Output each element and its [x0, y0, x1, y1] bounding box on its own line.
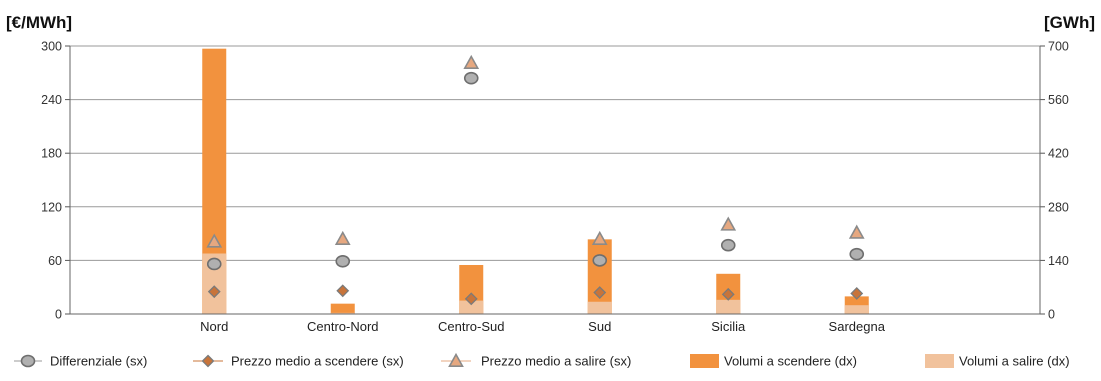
- marker-prezzo-medio-a-salire: [720, 216, 737, 231]
- legend-label: Prezzo medio a scendere (sx): [231, 354, 404, 369]
- legend-swatch-volumi-scendere: [690, 354, 719, 368]
- marker-differenziale: [849, 247, 865, 261]
- right-tick-label: 700: [1048, 40, 1069, 54]
- marker-prezzo-medio-a-scendere: [336, 284, 350, 298]
- bar-volumi-a-scendere: [587, 239, 612, 314]
- right-tick-label: 280: [1048, 200, 1069, 214]
- bar-volumi-a-scendere: [330, 303, 355, 314]
- legend: Differenziale (sx) Prezzo medio a scender…: [14, 352, 1070, 369]
- bar-volumi-a-salire: [716, 299, 741, 314]
- gridlines: [70, 45, 1040, 261]
- marker-differenziale: [335, 254, 351, 268]
- marker-prezzo-medio-a-salire: [334, 230, 351, 245]
- left-tick-label: 60: [48, 254, 62, 268]
- legend-symbol-prezzo-scendere: [201, 354, 215, 368]
- category-label: Centro-Sud: [438, 319, 504, 334]
- right-tick-label: 140: [1048, 254, 1069, 268]
- legend-label: Differenziale (sx): [50, 354, 147, 369]
- right-tick-label: 560: [1048, 93, 1069, 107]
- marker-prezzo-medio-a-scendere: [464, 292, 478, 306]
- legend-label: Volumi a salire (dx): [959, 354, 1070, 369]
- marker-prezzo-medio-a-scendere: [593, 286, 607, 299]
- left-tick-label: 180: [41, 147, 62, 161]
- markers: [206, 54, 865, 306]
- bar-volumi-a-salire: [587, 301, 612, 314]
- category-label: Sardegna: [829, 319, 886, 334]
- right-tick-label: 420: [1048, 147, 1069, 161]
- left-axis-unit-label: [€/MWh]: [6, 13, 72, 32]
- legend-label: Volumi a scendere (dx): [724, 354, 857, 369]
- marker-prezzo-medio-a-scendere: [207, 285, 221, 299]
- left-tick-label: 240: [41, 93, 62, 107]
- bar-volumi-a-salire: [844, 305, 869, 314]
- axes: 0 0 60 140 120 280 180 420 240 560 300 700 Nord Centr…: [41, 40, 1069, 335]
- marker-prezzo-medio-a-salire: [206, 233, 223, 248]
- marker-differenziale: [463, 71, 479, 85]
- marker-prezzo-medio-a-salire: [591, 230, 608, 245]
- right-tick-label: 0: [1048, 308, 1055, 322]
- marker-prezzo-medio-a-salire: [463, 54, 480, 69]
- marker-differenziale: [592, 254, 608, 267]
- marker-prezzo-medio-a-scendere: [721, 287, 735, 301]
- left-tick-label: 0: [55, 308, 62, 322]
- category-label: Sicilia: [711, 319, 746, 334]
- bar-volumi-a-salire: [330, 312, 355, 314]
- marker-differenziale: [720, 238, 736, 252]
- marker-prezzo-medio-a-scendere: [850, 287, 864, 300]
- marker-differenziale: [206, 257, 222, 271]
- marker-prezzo-medio-a-salire: [848, 224, 865, 239]
- category-label: Nord: [200, 319, 228, 334]
- legend-symbol-prezzo-salire: [448, 352, 464, 368]
- left-tick-label: 120: [41, 200, 62, 214]
- right-axis-unit-label: [GWh]: [1044, 13, 1095, 32]
- legend-label: Prezzo medio a salire (sx): [481, 354, 631, 369]
- left-tick-label: 300: [41, 40, 62, 54]
- category-label: Sud: [588, 319, 611, 334]
- bars: [202, 48, 869, 315]
- legend-symbol-differenziale: [20, 354, 36, 368]
- bar-volumi-a-salire: [459, 300, 484, 314]
- legend-swatch-volumi-salire: [925, 354, 954, 368]
- category-label: Centro-Nord: [307, 319, 379, 334]
